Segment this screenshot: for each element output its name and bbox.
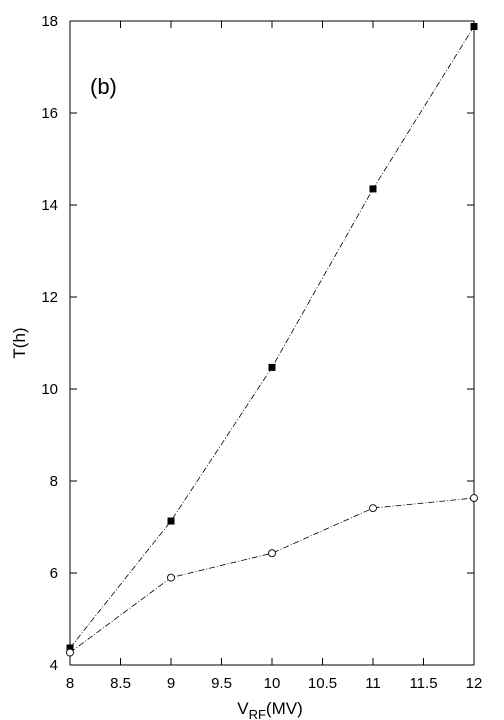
x-axis-label-subscript: RF (249, 707, 266, 720)
y-tick-label: 14 (41, 197, 58, 214)
y-tick-label: 12 (41, 289, 58, 306)
x-tick-label: 8 (66, 675, 74, 692)
x-tick-label: 8.5 (110, 675, 131, 692)
x-tick-label: 11.5 (409, 675, 437, 692)
x-tick-label: 10 (264, 675, 281, 692)
series-2-point (268, 549, 276, 558)
x-tick-label: 9 (167, 675, 175, 692)
tick-marks (69, 20, 475, 666)
y-tick-labels: 4 6 8 10 12 14 16 18 (41, 13, 58, 674)
x-axis-label: VRF(MV) (237, 699, 303, 720)
series-2-line (69, 497, 475, 653)
plot-frame (69, 20, 475, 666)
series-1-point (470, 23, 478, 31)
y-axis-label: T(h) (10, 327, 29, 358)
x-tick-label: 11 (365, 675, 381, 692)
series-2-point (369, 504, 377, 513)
x-tick-label: 12 (466, 675, 483, 692)
x-tick-labels: 8 8.5 9 9.5 10 10.5 11 11.5 12 (66, 675, 483, 692)
y-tick-label: 16 (41, 105, 58, 122)
y-tick-label: 6 (50, 565, 58, 582)
y-tick-label: 8 (50, 473, 58, 490)
x-tick-label: 10.5 (308, 675, 337, 692)
y-tick-label: 18 (41, 13, 58, 30)
panel-label: (b) (90, 74, 117, 99)
series-1-point (268, 363, 276, 371)
series-markers (66, 23, 478, 657)
series-2-point (470, 494, 478, 502)
y-tick-label: 4 (50, 657, 58, 674)
series-2-point (167, 573, 175, 582)
series-1-point (66, 644, 74, 652)
series-2-point (66, 648, 74, 657)
series-1-point (167, 517, 175, 525)
series-lines (69, 26, 475, 653)
x-axis-label-main: V (237, 699, 249, 718)
y-tick-label: 10 (41, 381, 58, 398)
x-tick-label: 9.5 (211, 675, 232, 692)
series-1-point (369, 185, 377, 193)
x-axis-label-unit: (MV) (266, 699, 303, 718)
